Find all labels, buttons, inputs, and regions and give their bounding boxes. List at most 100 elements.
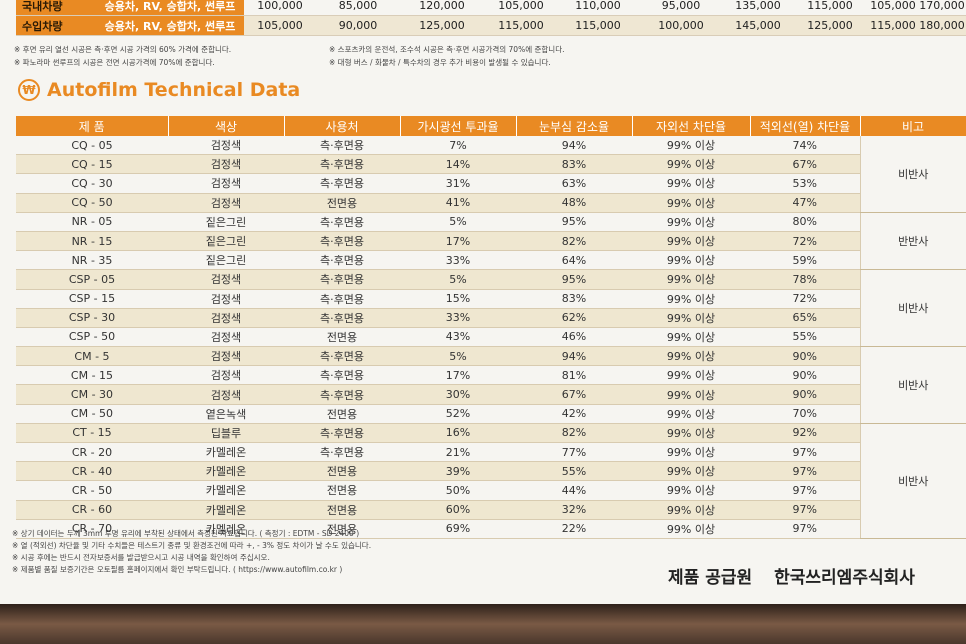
product-cell: CSP - 15 xyxy=(16,289,168,309)
visible-light-cell: 16% xyxy=(400,423,516,444)
table-row: NR - 05 짙은그린 측·후면용 5% 95% 99% 이상 80% 반반사 xyxy=(16,212,966,271)
price-cell: 105,000 xyxy=(244,15,316,36)
uv-cell: 99% 이상 xyxy=(632,212,750,232)
vehicle-kind-cell: 승용차, RV, 승합차, 썬루프 xyxy=(96,0,244,16)
visible-light-cell: 5% xyxy=(400,212,516,232)
note-line: ※ 대형 버스 / 화물차 / 특수차의 경우 추가 비용이 발생될 수 있습니… xyxy=(329,58,551,67)
table-row: NR - 15 짙은그린 측·후면용 17% 82% 99% 이상 72% xyxy=(16,231,966,252)
glare-cell: 77% xyxy=(516,442,632,463)
ir-cell: 80% xyxy=(750,212,860,232)
color-cell: 검정색 xyxy=(168,136,284,156)
usage-cell: 측·후면용 xyxy=(284,346,400,367)
price-cell: 105,000 xyxy=(484,0,558,16)
color-cell: 카멜레온 xyxy=(168,500,284,520)
table-row: CM - 50 옅은녹색 전면용 52% 42% 99% 이상 70% xyxy=(16,404,966,424)
ir-cell: 70% xyxy=(750,404,860,424)
ir-cell: 97% xyxy=(750,519,860,539)
product-cell: CQ - 30 xyxy=(16,173,168,194)
color-cell: 검정색 xyxy=(168,193,284,213)
usage-cell: 전면용 xyxy=(284,519,400,539)
usage-cell: 측·후면용 xyxy=(284,384,400,405)
table-row: CR - 40 카멜레온 전면용 39% 55% 99% 이상 97% xyxy=(16,461,966,482)
glare-cell: 81% xyxy=(516,365,632,386)
product-cell: CR - 50 xyxy=(16,480,168,501)
header-color: 색상 xyxy=(168,116,285,136)
visible-light-cell: 31% xyxy=(400,173,516,194)
price-cell: 90,000 xyxy=(316,15,400,36)
table-row: NR - 35 짙은그린 측·후면용 33% 64% 99% 이상 59% xyxy=(16,250,966,271)
usage-cell: 전면용 xyxy=(284,480,400,501)
table-row: CSP - 05 검정색 측·후면용 5% 95% 99% 이상 78% 비반사 xyxy=(16,269,966,348)
price-cell: 180,000 xyxy=(918,15,966,36)
usage-cell: 전면용 xyxy=(284,404,400,424)
section-title: ₩ Autofilm Technical Data xyxy=(18,79,300,101)
ir-cell: 53% xyxy=(750,173,860,194)
visible-light-cell: 14% xyxy=(400,154,516,175)
table-row: CM - 15 검정색 측·후면용 17% 81% 99% 이상 90% xyxy=(16,365,966,386)
ir-cell: 74% xyxy=(750,136,860,156)
visible-light-cell: 5% xyxy=(400,269,516,290)
visible-light-cell: 7% xyxy=(400,136,516,156)
glare-cell: 95% xyxy=(516,212,632,232)
price-row: 수입차량 승용차, RV, 승합차, 썬루프 105,000 90,000 125,00… xyxy=(16,15,966,36)
ir-cell: 97% xyxy=(750,480,860,501)
price-cell: 145,000 xyxy=(724,15,792,36)
price-cell: 105,000 xyxy=(868,0,918,16)
product-cell: CSP - 05 xyxy=(16,269,168,290)
glare-cell: 44% xyxy=(516,480,632,501)
product-cell: CR - 40 xyxy=(16,461,168,482)
usage-cell: 측·후면용 xyxy=(284,308,400,328)
color-cell: 검정색 xyxy=(168,308,284,328)
visible-light-cell: 39% xyxy=(400,461,516,482)
glare-cell: 48% xyxy=(516,193,632,213)
product-cell: CM - 15 xyxy=(16,365,168,386)
ir-cell: 90% xyxy=(750,365,860,386)
uv-cell: 99% 이상 xyxy=(632,327,750,348)
price-cell: 115,000 xyxy=(484,15,558,36)
uv-cell: 99% 이상 xyxy=(632,231,750,252)
glare-cell: 94% xyxy=(516,346,632,367)
color-cell: 카멜레온 xyxy=(168,519,284,539)
glare-cell: 55% xyxy=(516,461,632,482)
visible-light-cell: 50% xyxy=(400,480,516,501)
price-table: 국내차량 승용차, RV, 승합차, 썬루프 100,000 85,000 120,00… xyxy=(16,0,966,36)
product-cell: CQ - 05 xyxy=(16,136,168,156)
usage-cell: 전면용 xyxy=(284,327,400,348)
supplier-line: 제품 공급원 한국쓰리엠주식회사 xyxy=(668,563,915,588)
notes-bottom: ※ 상기 데이터는 두께 3mm 투명 유리에 부착된 상태에서 측정된 자료입… xyxy=(12,528,371,576)
supplier-label: 제품 공급원 xyxy=(668,568,753,588)
uv-cell: 99% 이상 xyxy=(632,365,750,386)
vehicle-type-cell: 국내차량 xyxy=(16,0,96,16)
won-icon: ₩ xyxy=(18,79,40,101)
table-row: CR - 60 카멜레온 전면용 60% 32% 99% 이상 97% xyxy=(16,500,966,520)
color-cell: 짙은그린 xyxy=(168,231,284,252)
price-cell: 85,000 xyxy=(316,0,400,16)
note-line: ※ 열 (적외선) 차단율 및 기타 수치들은 테스트기 종류 및 환경조건에 … xyxy=(12,541,372,550)
ir-cell: 59% xyxy=(750,250,860,271)
price-cell: 135,000 xyxy=(724,0,792,16)
usage-cell: 측·후면용 xyxy=(284,136,400,156)
ir-cell: 78% xyxy=(750,269,860,290)
color-cell: 검정색 xyxy=(168,327,284,348)
section-title-text: Autofilm Technical Data xyxy=(47,79,301,101)
uv-cell: 99% 이상 xyxy=(632,384,750,405)
remarks-cell: 비반사 xyxy=(859,136,966,213)
visible-light-cell: 60% xyxy=(400,500,516,520)
uv-cell: 99% 이상 xyxy=(632,519,750,539)
color-cell: 검정색 xyxy=(168,289,284,309)
glare-cell: 82% xyxy=(516,423,632,444)
product-cell: CSP - 50 xyxy=(16,327,168,348)
visible-light-cell: 15% xyxy=(400,289,516,309)
price-cell: 115,000 xyxy=(792,0,868,16)
ir-cell: 72% xyxy=(750,289,860,309)
uv-cell: 99% 이상 xyxy=(632,250,750,271)
header-usage: 사용처 xyxy=(284,116,401,136)
color-cell: 검정색 xyxy=(168,346,284,367)
uv-cell: 99% 이상 xyxy=(632,423,750,444)
visible-light-cell: 69% xyxy=(400,519,516,539)
price-row: 국내차량 승용차, RV, 승합차, 썬루프 100,000 85,000 120,00… xyxy=(16,0,966,16)
product-cell: CSP - 30 xyxy=(16,308,168,328)
usage-cell: 전면용 xyxy=(284,500,400,520)
uv-cell: 99% 이상 xyxy=(632,289,750,309)
header-ir-block: 적외선(열) 차단율 xyxy=(750,116,861,136)
